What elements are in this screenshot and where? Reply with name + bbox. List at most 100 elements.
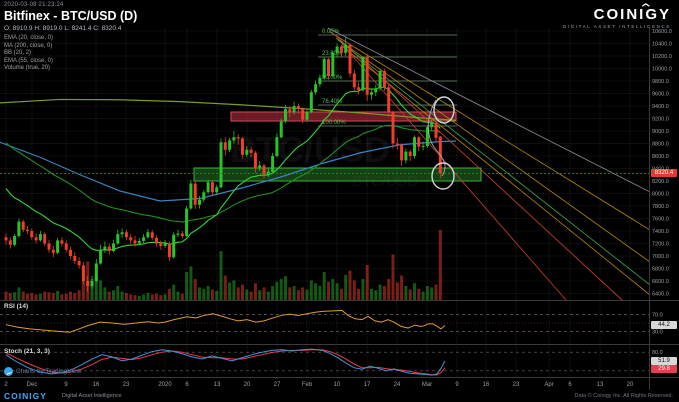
svg-text:20: 20 [627,382,634,388]
time-axis: 2 Dec 9 16 23 2020 6 13 20 27 Feb 10 17 24 Mar 9 16 23 Apr… [4,382,634,388]
volume-bar [322,272,326,300]
candle [374,88,378,93]
volume-bar [64,293,68,300]
svg-text:13: 13 [214,382,221,388]
volume-bar [77,290,81,300]
price-axis: 10600.0 10400.0 10200.0 10000.0 9800.0 9600.0… [652,29,672,298]
candle [365,57,369,95]
candle [391,112,395,144]
svg-text:8600.0: 8600.0 [652,154,669,160]
volume-bar [163,294,167,300]
candle [94,263,98,281]
footer-coinigy-logo[interactable]: COINIGY [4,391,47,401]
volume-bar [210,289,214,300]
tradingview-credit[interactable]: Charts by TradingView [16,368,82,375]
volume-bar [425,286,429,300]
annotation-zones [193,111,482,182]
candle [86,281,90,286]
svg-text:6: 6 [568,382,572,388]
svg-text:8800.0: 8800.0 [652,142,669,148]
candle [314,84,318,93]
candles [4,37,442,292]
candle [137,241,141,244]
volume-bar [348,270,352,300]
svg-text:23: 23 [123,382,130,388]
volume-bar [352,280,356,300]
candle [400,144,404,161]
candle [241,138,244,155]
volume-bar [60,294,64,300]
candle [4,237,8,241]
candle [64,243,68,250]
candle [322,59,326,78]
volume-bar [21,291,25,300]
coinigy-tagline: DIGITAL ASSET INTELLIGENCE [562,24,671,29]
volume-bar [395,282,399,300]
volume-bar [167,288,171,300]
rsi-panel-label[interactable]: RSI (14) [4,303,29,310]
volume-bar [112,290,115,300]
candle [47,243,51,250]
volume-bar [172,284,176,300]
volume-bar [339,288,343,300]
volume-bar [275,281,279,300]
volume-bar [258,290,262,300]
grid [0,28,649,377]
volume-bar [155,293,158,300]
candle [99,249,103,264]
footer-tagline: Digital Asset Intelligence [62,393,122,399]
volume-bar [180,293,184,300]
volume-bar [327,281,330,300]
candle [129,237,133,241]
candle [167,243,171,258]
volume-bar [26,293,29,300]
current-price-badge: 8320.4 [651,169,677,178]
volume-bar [374,290,378,300]
volume-bar [124,293,128,300]
svg-text:9200.0: 9200.0 [652,117,669,123]
candle [275,137,279,156]
candle [361,57,365,91]
candle [236,137,240,139]
candle [408,151,412,156]
candle [421,146,425,147]
volume-bar [103,287,107,300]
svg-text:24: 24 [394,382,401,388]
svg-text:8200.0: 8200.0 [652,179,669,185]
candle [103,246,107,250]
candle [69,249,72,256]
stoch-panel-label[interactable]: Stoch (21, 3, 3) [4,348,50,355]
volume-bar [146,293,150,300]
candle [335,46,339,53]
volume-bar [30,293,34,300]
volume-bar [417,288,421,300]
candle [339,46,343,53]
stoch-panel: 80.020.0 [0,348,663,376]
volume-bar [413,283,416,300]
volume-bar [94,275,98,300]
candle [124,232,128,238]
candle [288,109,292,113]
copyright-text: Data © Coinigy Inc. All Rights Reserved. [574,393,673,399]
tradingview-logo-icon[interactable] [4,367,13,376]
volume-bar [202,288,206,300]
volume-bar [361,279,365,300]
volume-bar [56,290,60,300]
svg-text:9: 9 [64,382,68,388]
candle [159,243,163,246]
volume-bar [400,275,404,300]
candle [120,232,124,235]
candle [210,182,214,193]
candle [301,109,305,120]
candle [189,183,193,209]
candle [279,121,283,138]
volume-bar [309,280,313,300]
volume-bar [292,286,296,300]
volume-bar [90,279,94,300]
volume-bar [408,289,412,300]
candle [176,233,180,235]
svg-text:7600.0: 7600.0 [652,217,669,223]
svg-text:13: 13 [597,382,604,388]
volume-bar [129,294,133,300]
